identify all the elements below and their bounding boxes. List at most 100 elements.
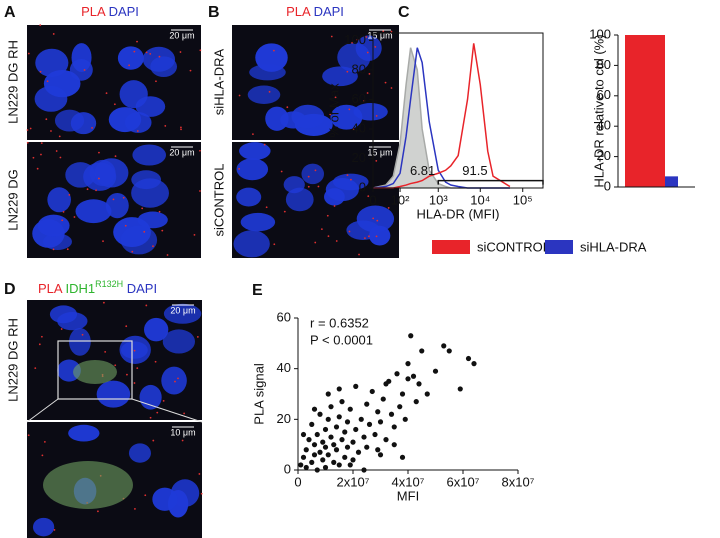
pla-dot <box>334 96 337 99</box>
pla-dot <box>283 210 286 213</box>
pla-dot <box>149 416 152 419</box>
pla-dot <box>133 349 136 352</box>
point <box>331 442 337 448</box>
x-tick-label: 6x10⁷ <box>447 474 480 489</box>
pla-dot <box>327 235 330 238</box>
pla-dot <box>52 33 55 35</box>
pla-dot <box>91 126 93 129</box>
nucleus <box>35 48 69 78</box>
point <box>339 399 345 405</box>
pla-dot <box>265 206 268 209</box>
bar <box>665 176 678 187</box>
pla-dot <box>268 90 271 93</box>
panel-letter: D <box>4 281 16 298</box>
nucleus <box>119 80 148 109</box>
point <box>471 361 477 367</box>
legend-swatch <box>432 240 470 254</box>
pla-dot <box>125 325 128 328</box>
point <box>355 449 362 455</box>
header-dapi: DAPI <box>314 4 344 19</box>
pla-dot <box>152 245 154 248</box>
pla-dot <box>307 185 310 188</box>
row-label: LN229 DG RH <box>5 40 20 124</box>
x-tick-label: 4x10⁷ <box>392 474 425 489</box>
point <box>325 416 331 422</box>
panel-header: PLA IDH1R132H DAPI <box>38 276 157 296</box>
point <box>358 416 364 422</box>
nucleus <box>152 487 178 511</box>
y-tick-label: 100 <box>589 26 611 41</box>
point <box>416 381 422 387</box>
point <box>303 447 309 453</box>
pla-dot <box>34 367 37 370</box>
pla-dot <box>180 126 182 129</box>
point <box>457 386 463 392</box>
pla-dot <box>166 254 169 256</box>
pla-dot <box>329 113 332 116</box>
pla-dot <box>382 30 385 32</box>
pla-dot <box>180 128 182 131</box>
scale-bar-label: 20 μm <box>170 305 195 315</box>
pla-dot <box>273 49 275 52</box>
header-mutation: R132H <box>95 279 123 289</box>
pla-dot <box>164 125 167 127</box>
x-tick-label: 10² <box>391 192 410 207</box>
zoom-box <box>57 340 133 400</box>
plot-frame <box>372 32 544 189</box>
pla-dot <box>252 133 254 135</box>
y-tick-label: 20 <box>352 150 366 165</box>
pla-dot <box>52 248 55 251</box>
pla-dot <box>181 439 184 442</box>
nucleus <box>332 173 369 191</box>
pla-dot <box>40 142 43 145</box>
nucleus <box>105 192 129 219</box>
pla-dot <box>62 211 65 213</box>
x-tick-label: 2x10⁷ <box>337 474 370 489</box>
pla-dot <box>39 24 42 27</box>
pla-dot <box>390 30 393 33</box>
x-tick-label: 0 <box>369 192 376 207</box>
pla-dot <box>145 304 148 307</box>
header-idh1: IDH1 <box>65 281 95 296</box>
pla-dot <box>104 350 107 353</box>
y-tick-label: 40 <box>352 120 366 135</box>
pla-dot <box>68 194 71 196</box>
pla-dot <box>238 94 241 97</box>
point <box>333 447 340 453</box>
pla-dot <box>314 169 317 172</box>
pla-dot <box>161 229 164 232</box>
pla-dot <box>372 217 375 220</box>
y-axis-label: PLA signal <box>251 363 266 425</box>
pla-dot <box>59 156 62 159</box>
nucleus <box>240 212 276 232</box>
y-tick-label: 80 <box>597 57 611 72</box>
pla-dot <box>32 156 35 159</box>
histogram-area <box>373 47 510 189</box>
header-pla: PLA <box>38 281 63 296</box>
point <box>317 411 323 417</box>
point <box>303 464 309 471</box>
gate-label: 91.5 <box>462 163 487 178</box>
pla-dot <box>350 178 352 181</box>
pla-dot <box>27 52 30 55</box>
pla-dot <box>98 151 100 154</box>
zoom-line <box>131 398 203 423</box>
point <box>311 452 318 458</box>
pla-dot <box>374 45 377 48</box>
point <box>364 401 370 407</box>
nucleus <box>69 59 93 81</box>
point <box>298 462 304 468</box>
point <box>336 462 342 468</box>
pla-dot <box>199 49 202 52</box>
point <box>369 388 375 395</box>
point <box>399 391 406 397</box>
pla-dot <box>335 240 338 242</box>
point <box>306 437 312 443</box>
nucleus <box>75 199 112 224</box>
pla-dot <box>358 253 360 256</box>
point <box>320 439 326 445</box>
pla-dot <box>286 106 289 109</box>
point <box>347 462 353 468</box>
panel-header: PLA DAPI <box>286 4 344 19</box>
point <box>317 449 323 455</box>
